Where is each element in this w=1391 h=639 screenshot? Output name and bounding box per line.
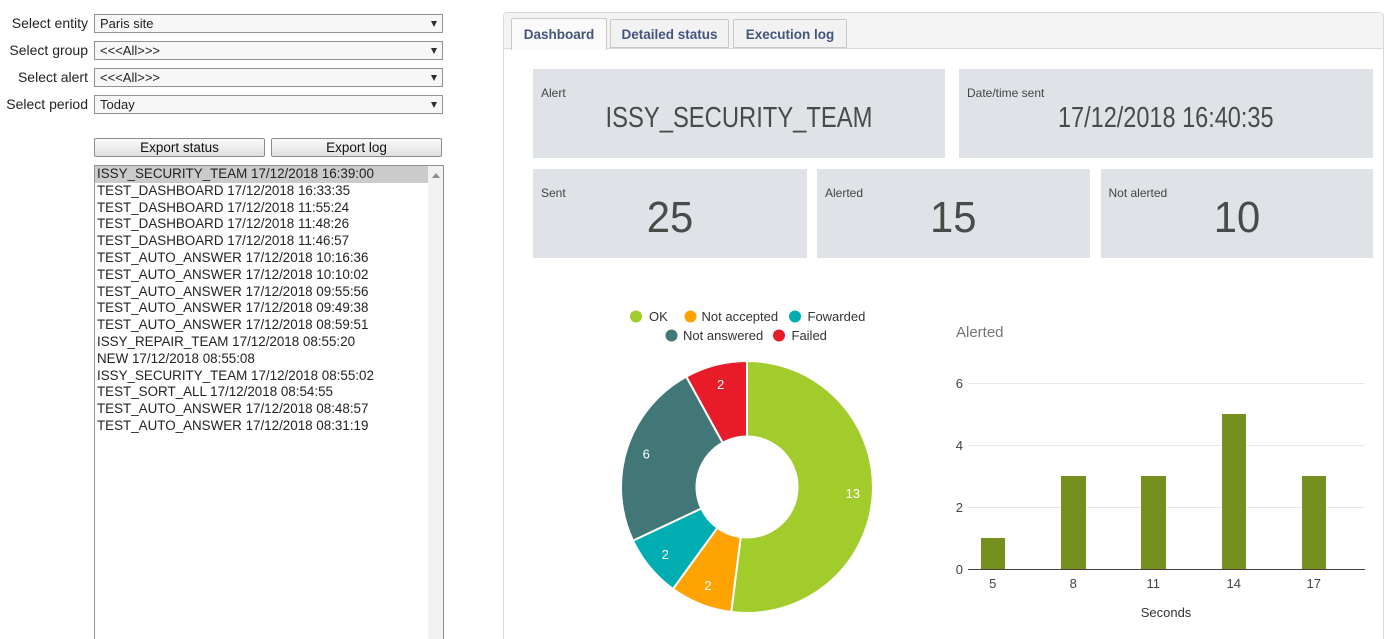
svg-text:Failed: Failed [792,328,827,343]
svg-text:Fowarded: Fowarded [808,309,866,324]
svg-text:2: 2 [704,578,711,593]
svg-text:6: 6 [643,447,650,462]
svg-text:Not accepted: Not accepted [702,309,779,324]
svg-text:OK: OK [649,309,668,324]
svg-text:13: 13 [846,486,860,501]
svg-text:2: 2 [662,547,669,562]
svg-text:2: 2 [717,377,724,392]
svg-text:Not answered: Not answered [683,328,763,343]
